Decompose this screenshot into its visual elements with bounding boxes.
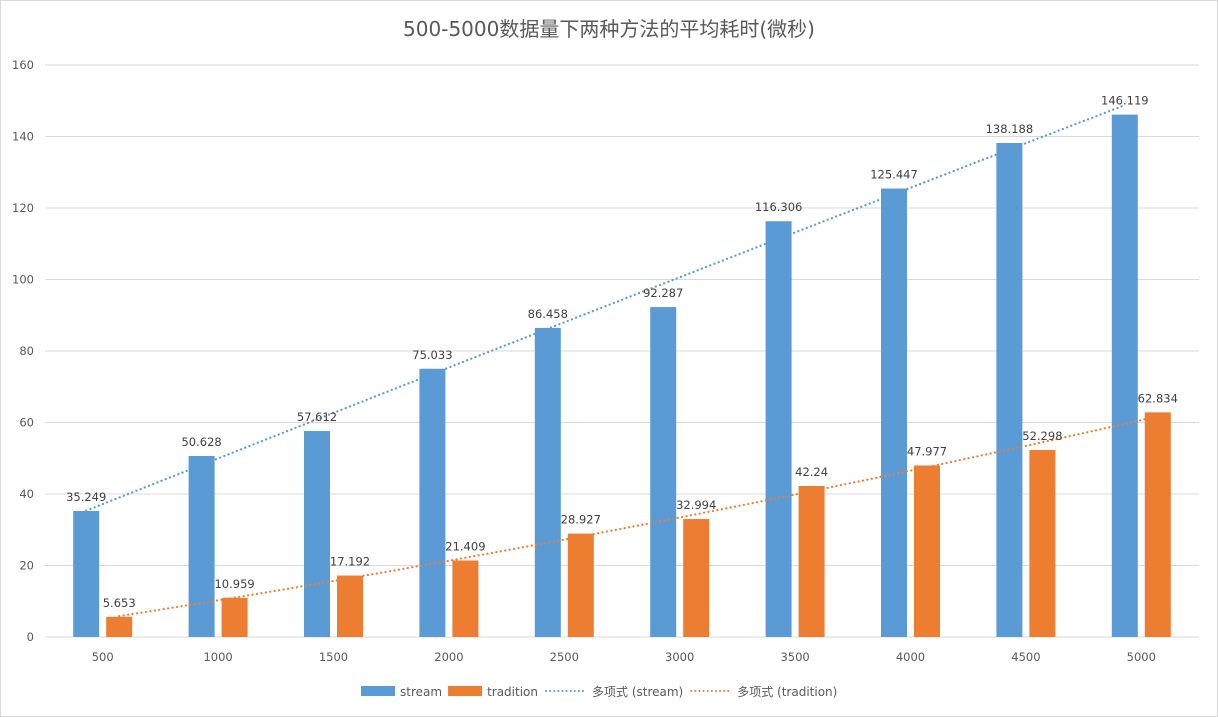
gridlines [45,64,1199,638]
data-labels: 35.249 50.628 57.612 75.033 86.458 92.287 116.… [66,94,1178,610]
y-tick-label: 40 [19,487,34,501]
data-label-stream: 116.306 [755,200,803,214]
data-label-stream: 146.119 [1101,94,1149,108]
data-label-stream: 57.612 [297,410,337,424]
data-label-stream: 86.458 [528,307,568,321]
data-label-stream: 92.287 [643,286,683,300]
y-tick-label: 80 [19,344,34,358]
bar-tradition [1144,412,1171,637]
data-label-tradition: 10.959 [214,577,254,591]
trendlines [85,104,1159,618]
bar-stream [534,327,561,637]
data-label-tradition: 5.653 [103,596,136,610]
data-label-tradition: 28.927 [561,513,601,527]
bar-stream [188,456,215,637]
x-tick-label: 3500 [780,650,809,664]
bar-stream [1111,114,1138,637]
x-axis: 500 1000 1500 2000 2500 3000 3500 4000 4500 5000 [92,650,1156,664]
bar-tradition [452,560,479,637]
y-tick-label: 60 [19,416,34,430]
data-label-tradition: 32.994 [676,498,716,512]
legend-swatch-stream [361,686,395,696]
x-tick-label: 5000 [1127,650,1156,664]
data-label-stream: 35.249 [66,490,106,504]
data-label-stream: 138.188 [986,122,1034,136]
bar-stream [419,368,446,637]
trendline-tradition [118,415,1159,618]
bar-stream [765,221,792,637]
bar-tradition [337,575,363,637]
bar-tradition [567,533,594,637]
trendline-stream [85,104,1126,512]
bar-tradition [914,465,940,637]
data-label-tradition: 21.409 [445,539,485,553]
bar-tradition [221,597,248,637]
x-tick-label: 1500 [319,650,348,664]
data-label-tradition: 47.977 [907,444,947,458]
data-label-tradition: 52.298 [1022,429,1062,443]
x-tick-label: 4500 [1011,650,1040,664]
bar-stream [996,142,1023,637]
legend-label-stream: stream [400,685,442,699]
bar-tradition [1029,450,1056,637]
bar-tradition [106,616,133,637]
legend-label-trendline-tradition: 多项式 (tradition) [737,685,837,699]
legend: stream tradition 多项式 (stream) 多项式 (traditio… [361,685,837,699]
data-label-stream: 50.628 [181,435,221,449]
data-label-tradition: 42.24 [795,465,828,479]
bars [73,114,1171,637]
bar-stream [881,188,907,637]
y-tick-label: 140 [12,130,34,144]
bar-tradition [683,519,710,637]
data-label-stream: 75.033 [412,348,452,362]
bar-stream [650,307,677,637]
data-label-tradition: 17.192 [330,555,370,569]
y-tick-label: 100 [12,273,34,287]
x-tick-label: 500 [92,650,114,664]
x-tick-label: 1000 [203,650,232,664]
data-label-tradition: 62.834 [1138,391,1178,405]
y-tick-label: 20 [19,559,34,573]
x-tick-label: 3000 [665,650,694,664]
data-label-stream: 125.447 [870,168,918,182]
legend-swatch-tradition [448,686,483,696]
legend-label-tradition: tradition [487,685,538,699]
x-tick-label: 4000 [896,650,925,664]
legend-label-trendline-stream: 多项式 (stream) [592,685,683,699]
y-tick-label: 0 [27,630,34,644]
bar-tradition [798,485,825,637]
chart-title: 500-5000数据量下两种方法的平均耗时(微秒) [403,17,815,41]
x-tick-label: 2000 [434,650,463,664]
bar-stream [304,431,330,637]
y-tick-label: 160 [12,58,34,72]
y-tick-label: 120 [12,201,34,215]
y-axis: 0 20 40 60 80 100 120 140 160 [12,58,34,644]
bar-stream [73,510,100,637]
x-tick-label: 2500 [550,650,579,664]
